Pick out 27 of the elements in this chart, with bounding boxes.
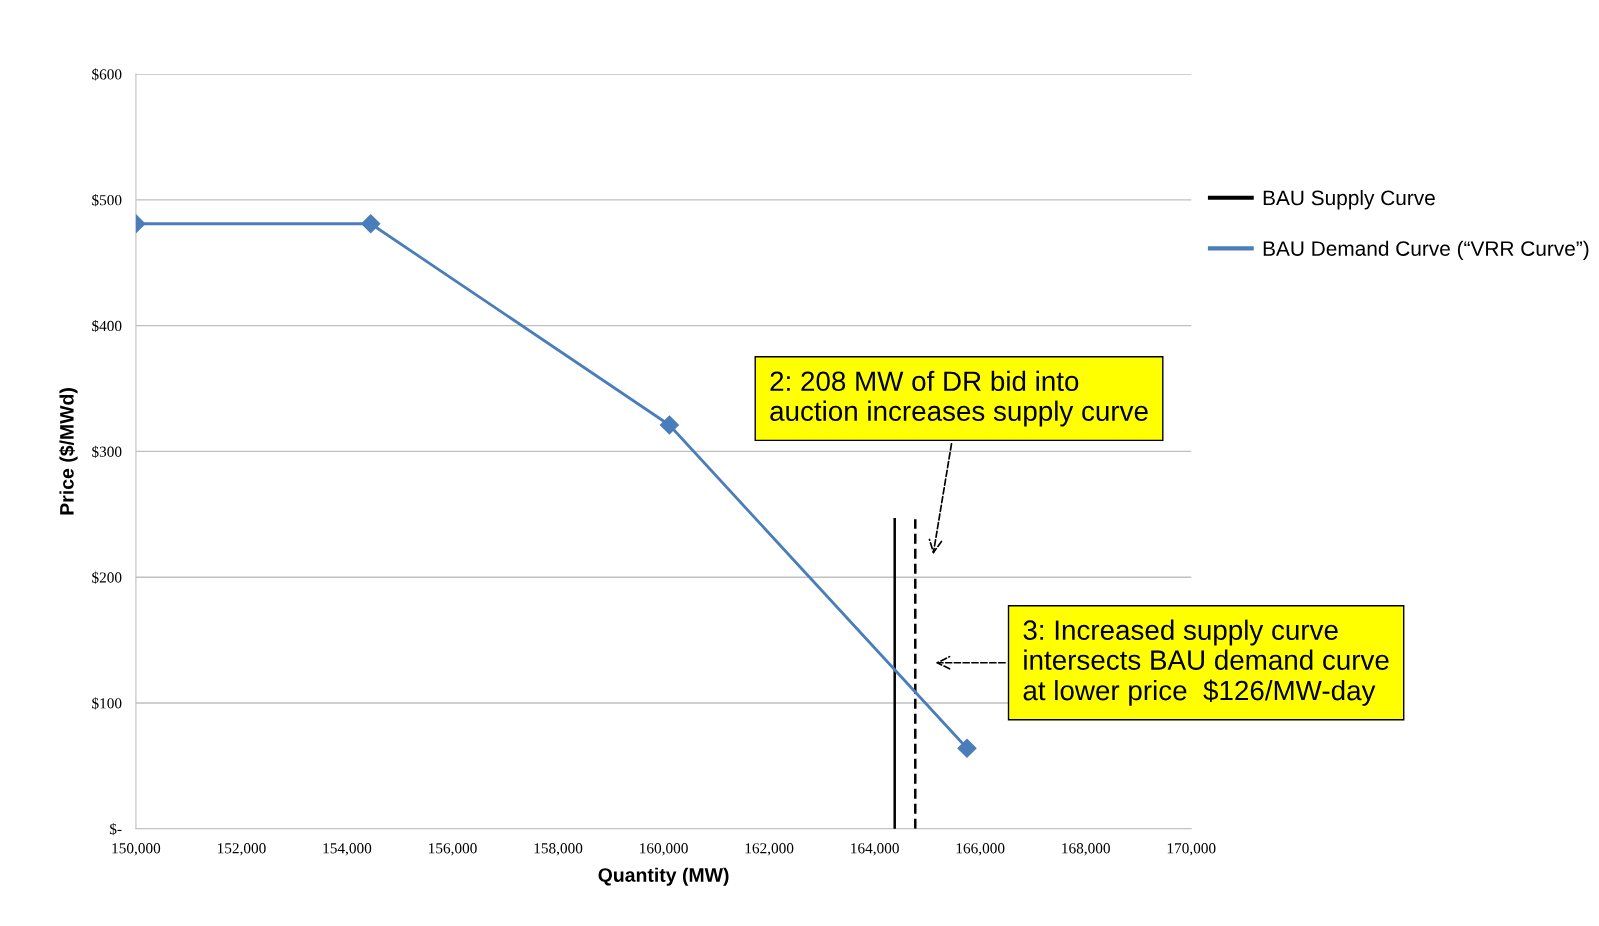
- annotation: 3: Increased supply curve intersects BAU demand curve at lower price $126/MW-day: [1023, 619, 1389, 706]
- x-axis-title: Quantity (MW): [598, 867, 729, 886]
- point: [659, 415, 679, 435]
- y-tick-label: $600: [92, 68, 122, 81]
- y-axis-title: Price ($/MWd): [59, 388, 78, 515]
- y-tick-label: $200: [92, 571, 122, 584]
- x-tick-label: 162,000: [745, 843, 794, 856]
- y-tick-label: $500: [92, 194, 122, 207]
- legend-label: BAU Supply Curve: [1263, 189, 1435, 210]
- y-tick-label: $100: [92, 697, 122, 710]
- y-tick-label: $400: [92, 319, 122, 333]
- x-tick-label: 166,000: [956, 843, 1005, 856]
- x-tick-label: 154,000: [323, 843, 372, 856]
- x-tick-label: 160,000: [640, 843, 688, 856]
- x-tick-label: 164,000: [851, 843, 899, 856]
- y-tick-label: $300: [92, 445, 122, 458]
- legend-label: BAU Demand Curve (“VRR Curve”): [1263, 240, 1589, 261]
- point: [957, 738, 977, 758]
- x-tick-label: 150,000: [112, 843, 161, 856]
- x-tick-label: 156,000: [429, 843, 477, 856]
- annotation: 2: 208 MW of DR bid into auction increases supply curve: [770, 370, 1148, 427]
- x-tick-label: 170,000: [1167, 843, 1216, 856]
- x-tick-label: 158,000: [534, 843, 583, 856]
- x-tick-label: 168,000: [1062, 843, 1110, 856]
- y-tick-label: $-: [109, 823, 122, 836]
- point: [361, 214, 381, 234]
- x-tick-label: 152,000: [217, 843, 266, 856]
